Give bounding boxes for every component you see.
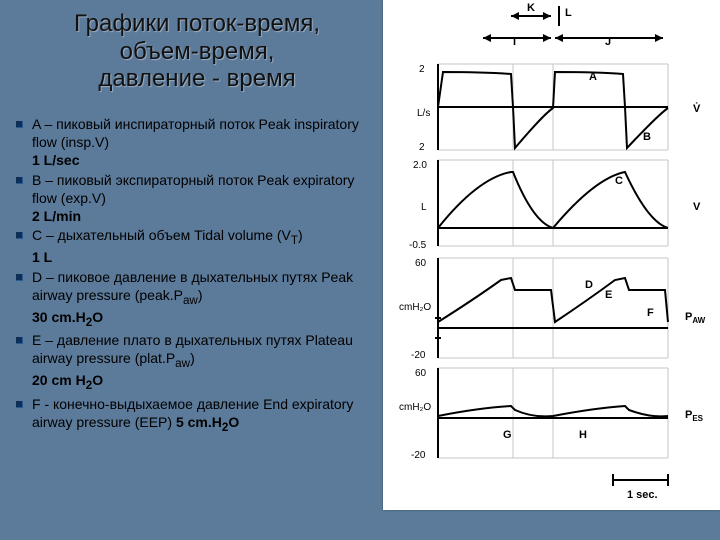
slide-title: Графики поток-время, объем-время, давлен… [32, 10, 362, 93]
tick-P2-top: 60 [415, 368, 427, 379]
ylabel-P2: cmH₂O [399, 402, 431, 413]
list-item: B – пиковый экспираторный поток Peak exp… [10, 172, 376, 228]
interval-K: K [527, 2, 535, 14]
bullet-icon [16, 274, 23, 281]
tick-P1-bot: -20 [411, 350, 426, 361]
marker-G: G [503, 429, 512, 441]
x-scale: 1 sec. [627, 489, 658, 501]
right-A: V̇ [693, 102, 701, 115]
marker-E: E [605, 289, 612, 301]
interval-I: I [513, 36, 516, 48]
list-item: F - конечно-выдыхаемое давление End expi… [10, 396, 376, 438]
tick-A-bot: 2 [419, 142, 425, 153]
list-item: E – давление плато в дыхательных путях P… [10, 332, 376, 395]
title-line1: Графики поток-время, [74, 10, 320, 37]
list-item: D – пиковое давление в дыхательных путях… [10, 269, 376, 332]
bullet-icon [16, 232, 23, 239]
interval-L: L [565, 7, 572, 19]
tick-C-top: 2.0 [413, 160, 427, 171]
bullet-icon [16, 401, 23, 408]
bullet-icon [16, 177, 23, 184]
parameter-list: A – пиковый инспираторный поток Peak ins… [10, 116, 376, 437]
right-P1: PAW [685, 311, 706, 325]
tick-A-top: 2 [419, 64, 425, 75]
marker-C: C [615, 175, 623, 187]
bullet-icon [16, 121, 23, 128]
marker-D: D [585, 279, 593, 291]
ylabel-C: L [421, 202, 427, 213]
ylabel-P1: cmH₂O [399, 302, 431, 313]
interval-J: J [605, 36, 611, 48]
tick-C-bot: -0.5 [409, 240, 427, 251]
marker-B: B [643, 131, 651, 143]
right-C: V [693, 201, 701, 213]
ylabel-A: L/s [417, 108, 430, 119]
right-P2: PES [685, 409, 704, 423]
waveform-diagram: I J K L 2 L/s 2 V̇ A B 2.0 L [383, 0, 720, 510]
tick-P2-bot: -20 [411, 450, 426, 461]
list-item: A – пиковый инспираторный поток Peak ins… [10, 116, 376, 172]
title-line2: объем-время, [120, 38, 275, 65]
tick-P1-top: 60 [415, 258, 427, 269]
marker-H: H [579, 429, 587, 441]
marker-A: A [589, 71, 597, 83]
marker-F: F [647, 307, 654, 319]
bullet-icon [16, 337, 23, 344]
list-item: C – дыхательный объем Tidal volume (VT)1… [10, 227, 376, 269]
title-line3: давление - время [98, 65, 295, 92]
